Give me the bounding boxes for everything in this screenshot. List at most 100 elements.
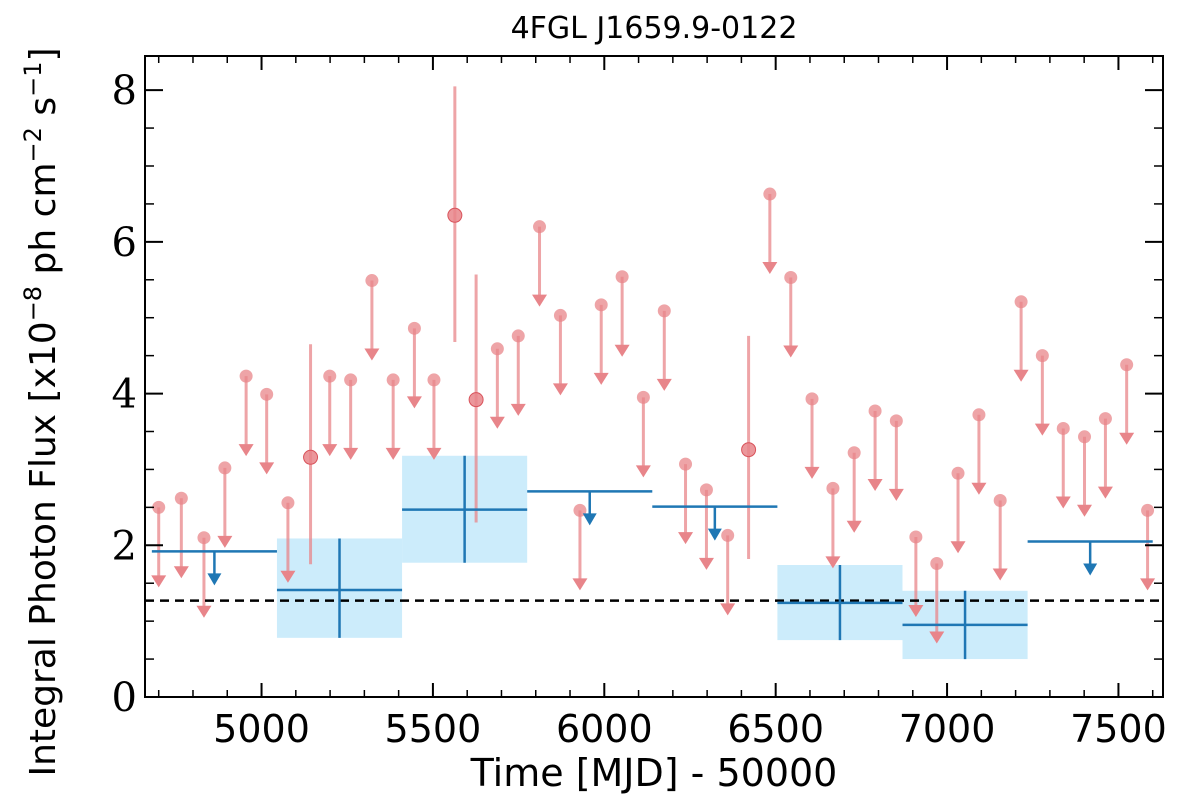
fine-upper-limit-arrow xyxy=(572,578,588,591)
x-axis-label: Time [MJD] - 50000 xyxy=(470,751,838,795)
fine-upper-limit-arrow xyxy=(971,482,987,495)
fine-upper-limit-arrow xyxy=(908,604,924,617)
fine-upper-limit-point xyxy=(615,270,629,284)
fine-upper-limit-point xyxy=(386,373,400,387)
coarse-upper-limit-arrow xyxy=(582,513,597,526)
fine-upper-limit-point xyxy=(951,466,965,480)
fine-upper-limit-arrow xyxy=(593,372,609,385)
coarse-upper-limit-arrow xyxy=(1083,563,1098,576)
fine-upper-limit-arrow xyxy=(238,444,254,457)
coarse-upper-limit-arrow xyxy=(207,573,222,586)
fine-upper-limit-point xyxy=(365,274,379,288)
fine-upper-limit-arrow xyxy=(929,631,945,644)
fine-upper-limit-point xyxy=(533,220,547,234)
fine-upper-limit-point xyxy=(972,408,986,422)
fine-upper-limit-point xyxy=(1141,503,1155,517)
y-tick-label: 4 xyxy=(112,372,137,418)
fine-upper-limit-point xyxy=(174,491,188,505)
x-tick-label: 6000 xyxy=(556,707,653,751)
fine-upper-limit-point xyxy=(1098,412,1112,426)
fine-upper-limit-point xyxy=(909,530,923,544)
fine-upper-limit-arrow xyxy=(552,383,568,396)
y-tick-label: 8 xyxy=(112,68,137,114)
fine-upper-limit-point xyxy=(805,392,819,406)
fine-upper-limit-arrow xyxy=(217,535,233,548)
fine-upper-limit-point xyxy=(594,298,608,312)
fine-upper-limit-arrow xyxy=(385,447,401,460)
fine-upper-limit-arrow xyxy=(678,532,694,545)
fine-upper-limit-arrow xyxy=(762,262,778,275)
fine-upper-limit-point xyxy=(323,369,337,383)
fine-detection-point xyxy=(741,442,757,458)
fine-upper-limit-point xyxy=(553,308,567,322)
fine-upper-limit-point xyxy=(239,369,253,383)
fine-upper-limit-arrow xyxy=(259,462,275,475)
fine-upper-limit-arrow xyxy=(489,416,505,429)
fine-upper-limit-arrow xyxy=(635,465,651,478)
fine-upper-limit-point xyxy=(490,342,504,356)
fine-detection-point xyxy=(303,449,319,465)
fine-upper-limit-point xyxy=(679,457,693,471)
fine-upper-limit-arrow xyxy=(364,348,380,361)
fine-upper-limit-point xyxy=(847,446,861,460)
fine-upper-limit-point xyxy=(260,387,274,401)
fine-upper-limit-point xyxy=(344,373,358,387)
fine-upper-limit-arrow xyxy=(698,557,714,570)
fine-upper-limit-arrow xyxy=(846,520,862,533)
y-tick-label: 0 xyxy=(112,675,137,721)
fine-upper-limit-arrow xyxy=(656,378,672,391)
y-tick-label: 2 xyxy=(112,523,137,569)
fine-upper-limit-point xyxy=(889,414,903,428)
coarse-upper-limit-arrow xyxy=(707,528,722,541)
chart-title: 4FGL J1659.9-0122 xyxy=(511,11,798,46)
fine-upper-limit-arrow xyxy=(992,568,1008,581)
fine-upper-limit-arrow xyxy=(783,345,799,358)
fine-detection-point xyxy=(468,392,484,408)
x-tick-label: 5500 xyxy=(385,707,482,751)
fine-upper-limit-point xyxy=(993,494,1007,508)
x-tick-label: 7500 xyxy=(1070,707,1167,751)
fine-upper-limit-arrow xyxy=(322,444,338,457)
fine-upper-limit-arrow xyxy=(888,488,904,501)
y-axis-label: Integral Photon Flux [x10−8 ph cm−2 s−1] xyxy=(19,47,64,776)
fine-upper-limit-point xyxy=(826,481,840,495)
fine-upper-limit-point xyxy=(407,321,421,335)
x-tick-label: 5000 xyxy=(213,707,310,751)
fine-upper-limit-arrow xyxy=(720,603,736,616)
fine-upper-limit-point xyxy=(763,187,777,201)
fine-upper-limit-arrow xyxy=(1140,578,1156,591)
fine-upper-limit-arrow xyxy=(151,575,167,588)
fine-upper-limit-arrow xyxy=(1097,486,1113,499)
fine-upper-limit-point xyxy=(1120,358,1134,372)
fine-upper-limit-arrow xyxy=(1119,432,1135,445)
fine-upper-limit-arrow xyxy=(426,447,442,460)
plot-frame xyxy=(144,55,1164,698)
x-tick-label: 7000 xyxy=(899,707,996,751)
fine-upper-limit-arrow xyxy=(406,396,422,409)
y-tick-label: 6 xyxy=(112,220,137,266)
fine-upper-limit-point xyxy=(636,390,650,404)
fine-upper-limit-point xyxy=(1078,430,1092,444)
fine-upper-limit-arrow xyxy=(1013,369,1029,382)
fine-upper-limit-arrow xyxy=(196,605,212,618)
fine-upper-limit-point xyxy=(699,483,713,497)
fine-upper-limit-point xyxy=(868,404,882,418)
fine-upper-limit-point xyxy=(281,496,295,510)
fine-upper-limit-arrow xyxy=(614,344,630,357)
fine-upper-limit-arrow xyxy=(280,570,296,583)
fine-upper-limit-arrow xyxy=(825,556,841,569)
x-tick-label: 6500 xyxy=(727,707,824,751)
fine-upper-limit-point xyxy=(197,531,211,545)
fine-upper-limit-point xyxy=(1056,421,1070,435)
fine-upper-limit-point xyxy=(511,329,525,343)
fine-upper-limit-arrow xyxy=(804,466,820,479)
fine-upper-limit-point xyxy=(657,304,671,318)
fine-detection-point xyxy=(447,207,463,223)
fine-upper-limit-arrow xyxy=(343,447,359,460)
fine-upper-limit-arrow xyxy=(510,403,526,416)
fine-upper-limit-point xyxy=(427,373,441,387)
fine-upper-limit-point xyxy=(152,500,166,514)
fine-upper-limit-point xyxy=(930,556,944,570)
fine-upper-limit-arrow xyxy=(1034,423,1050,436)
